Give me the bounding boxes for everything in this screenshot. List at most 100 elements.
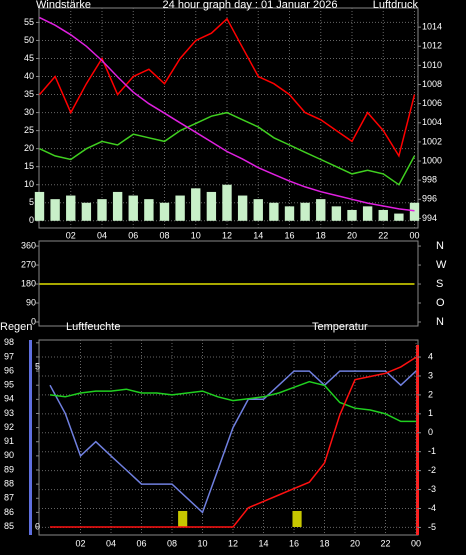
y2-tick-label: 994 — [422, 213, 437, 223]
bar — [128, 195, 138, 221]
y-tick-label: 45 — [24, 53, 34, 63]
bar — [34, 191, 45, 221]
bar — [316, 199, 326, 221]
y-tick-label: 360 — [21, 240, 36, 250]
bar — [159, 202, 170, 221]
y-tick-label: 40 — [24, 71, 34, 81]
rain-bar — [416, 345, 419, 535]
axis-title: Windstärke — [36, 0, 91, 11]
y-tick-label: 91 — [4, 436, 14, 446]
series-line — [50, 356, 417, 528]
x-tick-label: 18 — [319, 538, 329, 548]
axis-title: 24 hour graph day : 01 Januar 2026 — [163, 0, 338, 11]
axis-title: Temperatur — [312, 321, 368, 333]
bar — [378, 209, 388, 221]
axis-title: Regen — [0, 321, 32, 333]
bar — [409, 202, 420, 221]
series-line — [39, 111, 416, 186]
bar — [178, 510, 188, 527]
y2-tick-label: N — [436, 240, 444, 252]
x-tick-label: 06 — [128, 230, 138, 240]
bar — [362, 206, 373, 221]
y2-tick-label: 1014 — [422, 22, 442, 32]
y-tick-label: 96 — [4, 365, 14, 375]
x-tick-label: 02 — [75, 538, 85, 548]
y2-tick-label: 1006 — [422, 98, 442, 108]
y-tick-label: 92 — [4, 422, 14, 432]
y-tick-label: 10 — [24, 179, 34, 189]
y-tick-label: 35 — [24, 89, 34, 99]
y-tick-label: 180 — [21, 278, 36, 288]
x-tick-label: 02 — [66, 230, 76, 240]
bar — [253, 199, 263, 221]
y2-tick-label: -1 — [428, 446, 436, 456]
y-tick-label: 97 — [4, 351, 14, 361]
y2-tick-label: -2 — [428, 465, 436, 475]
x-tick-label: 00 — [411, 538, 421, 548]
y2-tick-label: 1004 — [422, 117, 442, 127]
y2-tick-label: 4 — [428, 351, 433, 361]
x-tick-label: 12 — [222, 230, 232, 240]
y-tick-label: 55 — [24, 17, 34, 27]
y2-tick-label: W — [436, 259, 447, 271]
y2-tick-label: 0 — [428, 427, 433, 437]
y-tick-label: 5 — [29, 197, 34, 207]
y2-tick-label: 998 — [422, 175, 437, 185]
x-tick-label: 14 — [253, 230, 263, 240]
bar — [292, 510, 302, 527]
x-tick-label: 12 — [228, 538, 238, 548]
bar — [191, 188, 201, 221]
bar — [50, 199, 60, 221]
y2-tick-label: O — [436, 297, 445, 309]
y-tick-label: 20 — [24, 143, 34, 153]
y-tick-label: 95 — [4, 380, 14, 390]
y2-tick-label: 1000 — [422, 155, 442, 165]
bar — [300, 202, 310, 221]
y-tick-label: 50 — [24, 35, 34, 45]
series-line — [49, 370, 417, 514]
y2-tick-label: S — [436, 278, 443, 290]
bar — [269, 202, 279, 221]
y3-tick-label: 5 — [35, 361, 40, 371]
bar — [206, 191, 217, 221]
bar — [81, 202, 92, 221]
y-tick-label: 90 — [4, 450, 14, 460]
bar — [97, 199, 107, 221]
y-tick-label: 94 — [4, 394, 14, 404]
climate-frame — [38, 339, 419, 536]
bar — [237, 195, 248, 221]
x-tick-label: 22 — [378, 230, 388, 240]
x-tick-label: 14 — [258, 538, 268, 548]
x-tick-label: 08 — [167, 538, 177, 548]
x-tick-label: 04 — [97, 230, 107, 240]
x-tick-label: 04 — [106, 538, 116, 548]
y2-tick-label: 996 — [422, 194, 437, 204]
y2-tick-label: 1008 — [422, 79, 442, 89]
y2-tick-label: -5 — [428, 522, 436, 532]
y2-tick-label: 3 — [428, 370, 433, 380]
y-tick-label: 0 — [29, 215, 34, 225]
x-tick-label: 22 — [380, 538, 390, 548]
y2-tick-label: N — [436, 316, 444, 328]
humidity-bar — [29, 340, 32, 535]
x-tick-label: 10 — [191, 230, 201, 240]
series-line — [49, 380, 416, 423]
bar — [144, 199, 154, 221]
bar — [394, 213, 404, 221]
y2-tick-label: -4 — [428, 503, 436, 513]
y-tick-label: 89 — [4, 464, 14, 474]
x-tick-label: 16 — [289, 538, 299, 548]
axis-title: Luftdruck — [373, 0, 419, 11]
y3-tick-label: 0 — [35, 521, 40, 531]
y-tick-label: 0 — [31, 316, 36, 326]
axis-title: Luftfeuchte — [66, 321, 120, 333]
y2-tick-label: 2 — [428, 389, 433, 399]
y-tick-label: 86 — [4, 507, 14, 517]
y-tick-label: 30 — [24, 107, 34, 117]
y2-tick-label: -3 — [428, 484, 436, 494]
y-tick-label: 90 — [26, 297, 36, 307]
y-tick-label: 98 — [4, 337, 14, 347]
x-tick-label: 08 — [159, 230, 169, 240]
